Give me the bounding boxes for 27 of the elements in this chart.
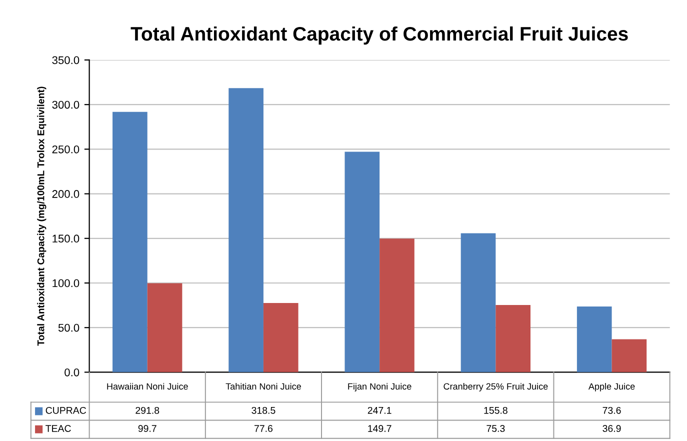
y-tick-label: 50.0 xyxy=(58,324,80,332)
data-label: 77.6 xyxy=(254,425,272,432)
data-label: 36.9 xyxy=(602,425,621,432)
data-label: 155.8 xyxy=(484,406,508,414)
y-tick-label: 250.0 xyxy=(52,145,80,154)
y-tick-label: 150.0 xyxy=(52,234,80,243)
y-tick-label: 100.0 xyxy=(52,279,80,288)
legend-label: TEAC xyxy=(46,425,71,432)
x-tick-label: Tahitian Noni Juice xyxy=(226,382,301,390)
x-tick-label: Apple Juice xyxy=(588,382,635,392)
y-tick-label: 0.0 xyxy=(64,368,80,376)
data-label: 149.7 xyxy=(368,425,392,432)
x-tick-label: Cranberry 25% Fruit Juice xyxy=(444,382,548,392)
data-label: 99.7 xyxy=(138,425,156,432)
data-label: 75.3 xyxy=(486,425,505,432)
y-tick-label: 350.0 xyxy=(52,56,80,64)
data-label: 73.6 xyxy=(602,406,621,414)
y-tick-label: 200.0 xyxy=(52,190,80,198)
data-label: 247.1 xyxy=(368,406,392,414)
y-tick-label: 300.0 xyxy=(52,100,80,109)
data-label: 318.5 xyxy=(252,406,276,414)
data-label: 291.8 xyxy=(136,406,160,414)
chart-title: Total Antioxidant Capacity of Commercial Fruit Juices xyxy=(130,26,628,45)
y-axis-title: Total Antioxidant Capacity (mg/100mL Trolox Equivilent) xyxy=(37,86,46,346)
legend-label: CUPRAC xyxy=(46,406,86,414)
x-tick-label: Hawaiian Noni Juice xyxy=(107,382,188,390)
x-tick-label: Fijan Noni Juice xyxy=(348,382,412,392)
